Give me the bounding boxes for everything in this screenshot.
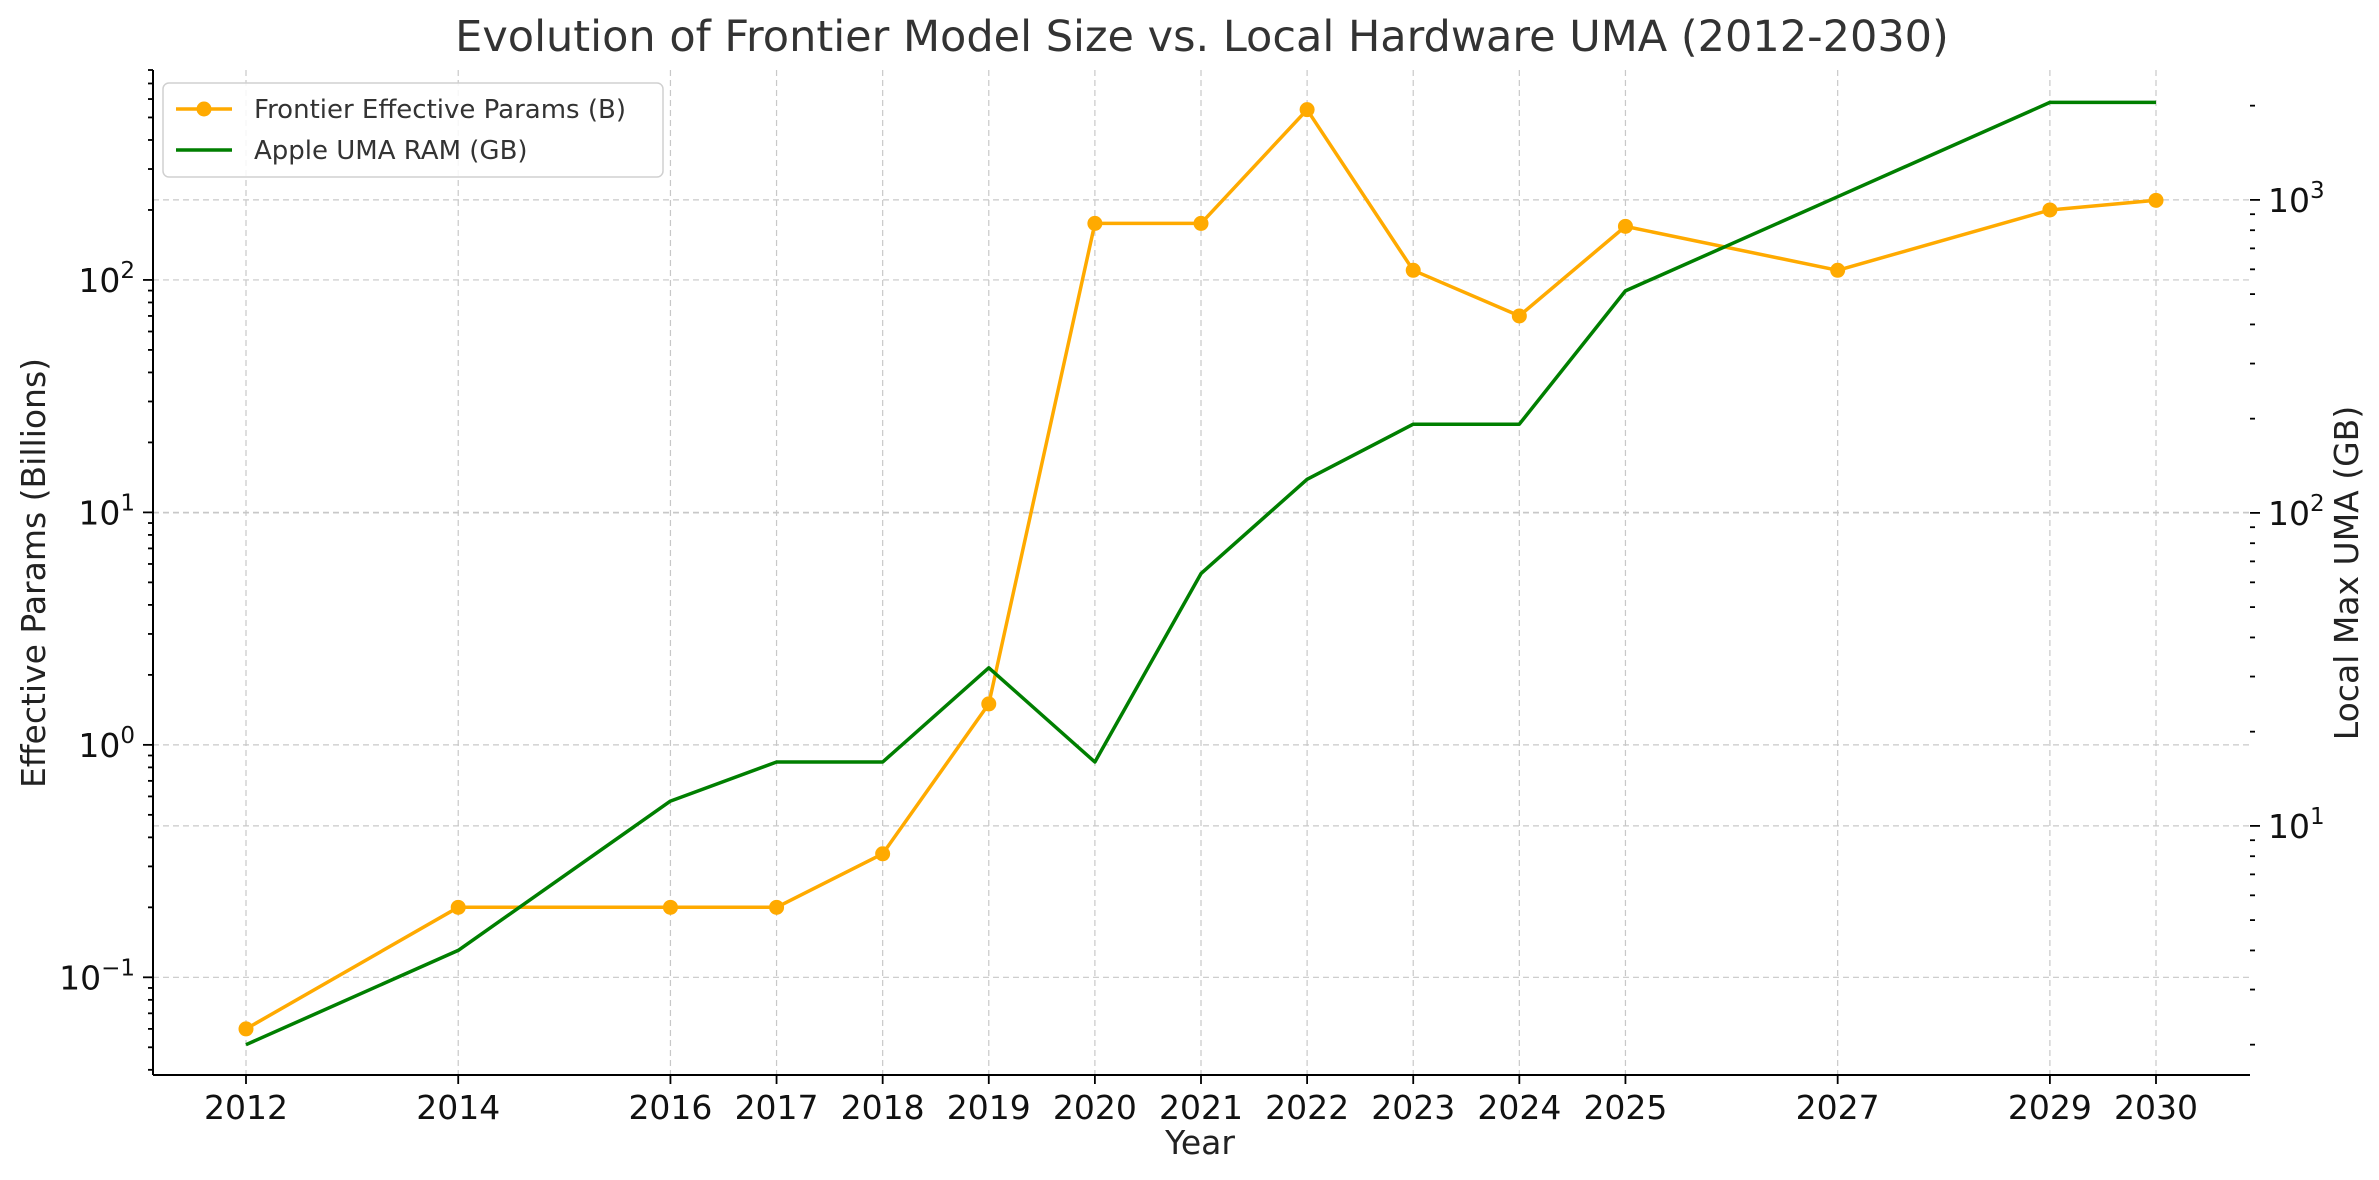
- series-layer: [238, 100, 2164, 1047]
- data-point: [981, 696, 997, 712]
- y-left-tick-label: 102: [78, 258, 135, 300]
- x-tick-label: 2025: [1583, 1088, 1667, 1127]
- legend-label-params: Frontier Effective Params (B): [254, 95, 626, 125]
- legend-marker-params: [196, 101, 212, 117]
- data-point: [769, 899, 785, 915]
- y-right-tick-label: 102: [2268, 491, 2325, 533]
- x-tick-label: 2029: [2008, 1088, 2092, 1127]
- legend-label-uma: Apple UMA RAM (GB): [254, 136, 528, 166]
- x-tick-label: 2012: [204, 1088, 288, 1127]
- data-point: [1617, 218, 1633, 234]
- data-point: [2042, 202, 2058, 218]
- x-tick-label: 2030: [2114, 1088, 2198, 1127]
- legend-box: [162, 82, 664, 178]
- y-left-tick-label: 10−1: [59, 955, 135, 997]
- x-tick-label: 2027: [1796, 1088, 1880, 1127]
- data-point: [238, 1021, 254, 1037]
- data-point: [1299, 102, 1315, 118]
- x-tick-label: 2017: [735, 1088, 819, 1127]
- x-tick-label: 2021: [1159, 1088, 1243, 1127]
- y-axis-right-label: Local Max UMA (GB): [2327, 406, 2366, 740]
- data-point: [1830, 262, 1846, 278]
- data-point: [450, 899, 466, 915]
- data-point: [2148, 192, 2164, 208]
- x-tick-label: 2023: [1371, 1088, 1455, 1127]
- x-tick-label: 2016: [628, 1088, 712, 1127]
- data-point: [1511, 308, 1527, 324]
- legend: Frontier Effective Params (B) Apple UMA …: [162, 82, 664, 178]
- y-right-tick-label: 103: [2268, 178, 2325, 220]
- data-point: [875, 846, 891, 862]
- y-left-tick-label: 100: [78, 723, 135, 765]
- x-tick-label: 2020: [1053, 1088, 1137, 1127]
- data-point: [1405, 262, 1421, 278]
- x-tick-label: 2018: [841, 1088, 925, 1127]
- x-tick-label: 2022: [1265, 1088, 1349, 1127]
- y-axis-left-label: Effective Params (Billions): [14, 358, 53, 788]
- data-point: [662, 899, 678, 915]
- series-line-1: [245, 100, 2156, 1047]
- y-right-tick-label: 101: [2268, 804, 2325, 846]
- x-tick-label: 2014: [416, 1088, 500, 1127]
- x-tick-label: 2024: [1477, 1088, 1561, 1127]
- data-point: [1193, 215, 1209, 231]
- chart-title: Evolution of Frontier Model Size vs. Loc…: [455, 12, 1949, 62]
- ticks-layer: 2012 2014 2016 2017 2018 2019 2020 2021 2022 2023…: [59, 69, 2325, 1127]
- data-point: [1087, 215, 1103, 231]
- x-tick-label: 2019: [947, 1088, 1031, 1127]
- x-axis-label: Year: [1164, 1123, 1235, 1162]
- y-left-tick-label: 101: [78, 490, 135, 532]
